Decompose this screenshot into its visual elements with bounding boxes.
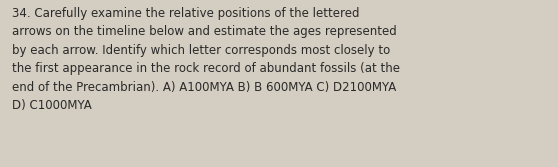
Text: 34. Carefully examine the relative positions of the lettered
arrows on the timel: 34. Carefully examine the relative posit… <box>12 7 400 112</box>
